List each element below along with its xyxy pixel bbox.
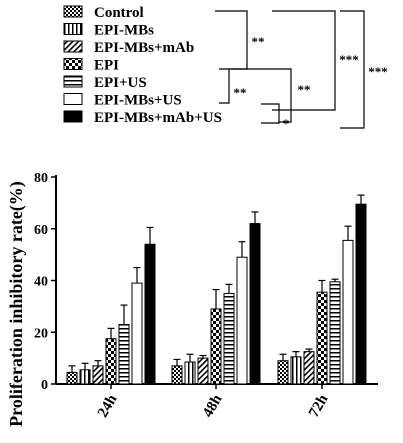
legend-label: EPI+US: [94, 75, 147, 91]
legend-label: EPI-MBs+mAb+US: [94, 110, 222, 126]
legend-swatch: [63, 40, 83, 53]
bracket-epi-mbs-us-vs-mab-us: [261, 103, 280, 124]
x-tick-label: 48h: [200, 391, 226, 420]
bracket-epi-us-vs-epi-mbs-mab-us: [231, 68, 292, 123]
bracket-epi-vs-epi-mbs-us: [219, 68, 230, 104]
y-tick-label: 80: [34, 171, 48, 186]
bar-epi-mbs-mab-72h: [303, 351, 315, 385]
bracket-control-vs-epi-mbs-mab: [215, 10, 248, 70]
bar-epi-mbs-us-24h: [131, 282, 143, 385]
x-tick-label: 72h: [306, 391, 332, 420]
significance-label: ***: [368, 64, 388, 79]
legend-swatch: [63, 5, 83, 18]
bar-epi-mbs-mab-24h: [92, 365, 104, 385]
bar-epi-mbs-mab-48h: [197, 357, 209, 385]
significance-label: ***: [339, 52, 359, 67]
legend-swatch: [63, 75, 83, 88]
legend-label: EPI-MBs+mAb: [94, 40, 194, 56]
bar-epi-mbs-mab-us-24h: [144, 243, 156, 385]
legend-swatch: [63, 58, 83, 70]
bar-epi-mbs-24h: [79, 369, 91, 385]
bar-epi-mbs-us-48h: [236, 256, 248, 385]
bar-epi-mbs-mab-us-72h: [355, 203, 367, 385]
legend-label: EPI-MBs: [94, 23, 154, 39]
y-axis-label: Proliferation inhibitory rate(%): [6, 181, 27, 427]
y-tick-label: 40: [34, 275, 48, 290]
bar-epi-mbs-us-72h: [342, 239, 354, 385]
legend-label: EPI-MBs+US: [94, 93, 182, 109]
bar-epi-us-48h: [223, 292, 235, 385]
significance-label: **: [234, 85, 247, 100]
bar-epi-mbs-mab-us-48h: [249, 223, 261, 385]
legend-label: EPI: [94, 58, 119, 74]
bar-control-24h: [66, 371, 78, 385]
bar-control-72h: [277, 360, 289, 385]
legend-swatch: [63, 110, 83, 123]
bar-epi-mbs-48h: [184, 361, 196, 385]
legend-label: Control: [94, 5, 144, 21]
bar-epi-48h: [210, 308, 222, 385]
bars: [66, 194, 367, 389]
y-tick-label: 60: [34, 223, 48, 238]
bar-control-48h: [171, 365, 183, 385]
x-tick-label: 24h: [95, 391, 121, 420]
bar-epi-us-72h: [329, 281, 341, 385]
y-tick-label: 20: [34, 326, 48, 341]
significance-label: **: [298, 82, 311, 97]
significance-labels: *************: [234, 34, 388, 131]
bar-epi-us-24h: [118, 323, 130, 385]
legend-swatch: [63, 93, 83, 105]
legend-swatch: [63, 23, 83, 35]
significance-label: *: [283, 116, 290, 131]
y-tick-label: 0: [41, 378, 48, 393]
significance-brackets: [215, 10, 365, 129]
bracket-control-vs-epi-mbs-us: [272, 10, 336, 111]
bracket-control-vs-epi-mbs-mab-us: [340, 10, 365, 129]
x-tick-labels: 24h 48h 72h: [95, 391, 332, 420]
significance-label: **: [252, 34, 265, 49]
bar-epi-24h: [105, 338, 117, 385]
bar-epi-72h: [316, 291, 328, 385]
bar-epi-mbs-72h: [290, 356, 302, 385]
